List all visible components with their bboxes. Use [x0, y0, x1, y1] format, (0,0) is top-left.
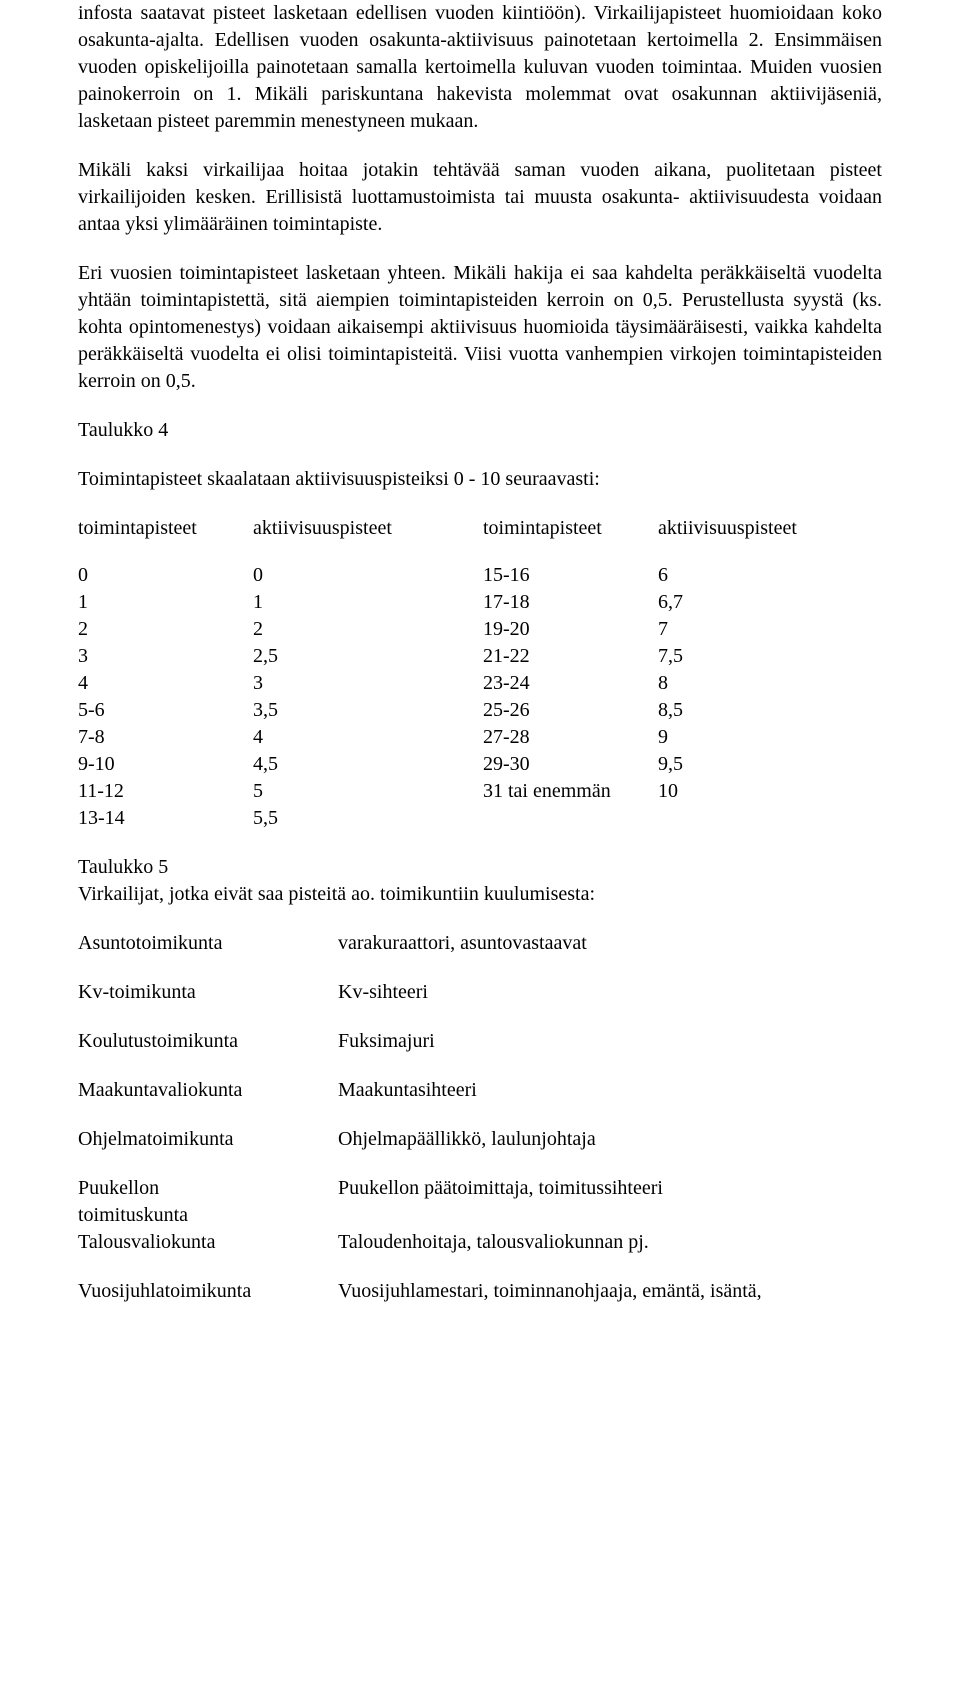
paragraph-3: Eri vuosien toimintapisteet lasketaan yh… [78, 260, 882, 395]
table5-row: Koulutustoimikunta Fuksimajuri [78, 1028, 882, 1055]
table4-cell: 4,5 [253, 751, 433, 778]
table5-left: Koulutustoimikunta [78, 1028, 338, 1055]
table4-subheading: Toimintapisteet skaalataan aktiivisuuspi… [78, 466, 882, 493]
table5-right: Kv-sihteeri [338, 979, 882, 1006]
table5-right: varakuraattori, asuntovastaavat [338, 930, 882, 957]
table4-cell: 7-8 [78, 724, 253, 751]
table4-heading: Taulukko 4 [78, 417, 882, 444]
table4-cell: 11-12 [78, 778, 253, 805]
table4-header-3: toimintapisteet [483, 515, 658, 542]
table5-heading: Taulukko 5 [78, 854, 882, 881]
table4-cell: 29-30 [483, 751, 658, 778]
table4-header-4: aktiivisuuspisteet [658, 515, 838, 542]
table4-cell: 3,5 [253, 697, 433, 724]
table5-right-next: Taloudenhoitaja, talousvaliokunnan pj. [338, 1229, 882, 1256]
table4-cell: 15-16 [483, 562, 658, 589]
table4-cell: 25-26 [483, 697, 658, 724]
table5-right-last: Vuosijuhlamestari, toiminnanohjaaja, emä… [338, 1278, 882, 1305]
table5-left: Kv-toimikunta [78, 979, 338, 1006]
table5-right: Maakuntasihteeri [338, 1077, 882, 1104]
table4-cell: 3 [253, 670, 433, 697]
table4-cell: 5-6 [78, 697, 253, 724]
table4-cell: 2,5 [253, 643, 433, 670]
table4-cell: 2 [78, 616, 253, 643]
table5-row: Kv-toimikunta Kv-sihteeri [78, 979, 882, 1006]
table4-cell: 7 [658, 616, 838, 643]
table5-row-last: Vuosijuhlatoimikunta Vuosijuhlamestari, … [78, 1278, 882, 1305]
table4-cell: 17-18 [483, 589, 658, 616]
table5-right-multi: Puukellon päätoimittaja, toimitussihteer… [338, 1175, 882, 1256]
table4-cell: 5 [253, 778, 433, 805]
table4-cell: 0 [253, 562, 433, 589]
table4-cell: 1 [253, 589, 433, 616]
table4-cell: 23-24 [483, 670, 658, 697]
table5-left-line2: toimituskunta [78, 1202, 338, 1229]
table5-right: Fuksimajuri [338, 1028, 882, 1055]
table5-row: Maakuntavaliokunta Maakuntasihteeri [78, 1077, 882, 1104]
table4-cell: 9 [658, 724, 838, 751]
table4-cell: 7,5 [658, 643, 838, 670]
table4-right: toimintapisteet 15-16 17-18 19-20 21-22 … [483, 515, 838, 832]
table4-cell: 1 [78, 589, 253, 616]
table5-row: Ohjelmatoimikunta Ohjelmapäällikkö, laul… [78, 1126, 882, 1153]
table5-left-next: Talousvaliokunta [78, 1229, 338, 1256]
table4-cell: 19-20 [483, 616, 658, 643]
table5-right-line1: Puukellon päätoimittaja, toimitussihteer… [338, 1175, 882, 1202]
table4-container: toimintapisteet 0 1 2 3 4 5-6 7-8 9-10 1… [78, 515, 882, 832]
paragraph-1: infosta saatavat pisteet lasketaan edell… [78, 0, 882, 135]
table5-left-multi: Puukellon toimituskunta Talousvaliokunta [78, 1175, 338, 1256]
table5-left-line1: Puukellon [78, 1175, 338, 1202]
table5-row: Asuntotoimikunta varakuraattori, asuntov… [78, 930, 882, 957]
table5-row-multi: Puukellon toimituskunta Talousvaliokunta… [78, 1175, 882, 1256]
table5-subheading: Virkailijat, jotka eivät saa pisteitä ao… [78, 881, 882, 908]
table4-cell: 13-14 [78, 805, 253, 832]
table4-cell: 9-10 [78, 751, 253, 778]
table4-cell: 21-22 [483, 643, 658, 670]
table4-cell: 3 [78, 643, 253, 670]
table5-left: Asuntotoimikunta [78, 930, 338, 957]
table4-cell: 4 [253, 724, 433, 751]
table4-cell: 10 [658, 778, 838, 805]
table4-cell: 5,5 [253, 805, 433, 832]
table4-left: toimintapisteet 0 1 2 3 4 5-6 7-8 9-10 1… [78, 515, 433, 832]
table4-cell: 31 tai enemmän [483, 778, 658, 805]
table4-cell: 8 [658, 670, 838, 697]
paragraph-2: Mikäli kaksi virkailijaa hoitaa jotakin … [78, 157, 882, 238]
table4-cell: 6 [658, 562, 838, 589]
table4-cell: 6,7 [658, 589, 838, 616]
table5-left: Ohjelmatoimikunta [78, 1126, 338, 1153]
table4-header-1: toimintapisteet [78, 515, 253, 542]
table5-left-last: Vuosijuhlatoimikunta [78, 1278, 338, 1305]
table4-cell: 0 [78, 562, 253, 589]
table4-cell: 27-28 [483, 724, 658, 751]
table4-cell: 4 [78, 670, 253, 697]
table5-left: Maakuntavaliokunta [78, 1077, 338, 1104]
table5-heading-block: Taulukko 5 Virkailijat, jotka eivät saa … [78, 854, 882, 908]
table5-right: Ohjelmapäällikkö, laulunjohtaja [338, 1126, 882, 1153]
table4-header-2: aktiivisuuspisteet [253, 515, 433, 542]
table4-cell: 2 [253, 616, 433, 643]
table4-cell: 8,5 [658, 697, 838, 724]
table4-cell: 9,5 [658, 751, 838, 778]
